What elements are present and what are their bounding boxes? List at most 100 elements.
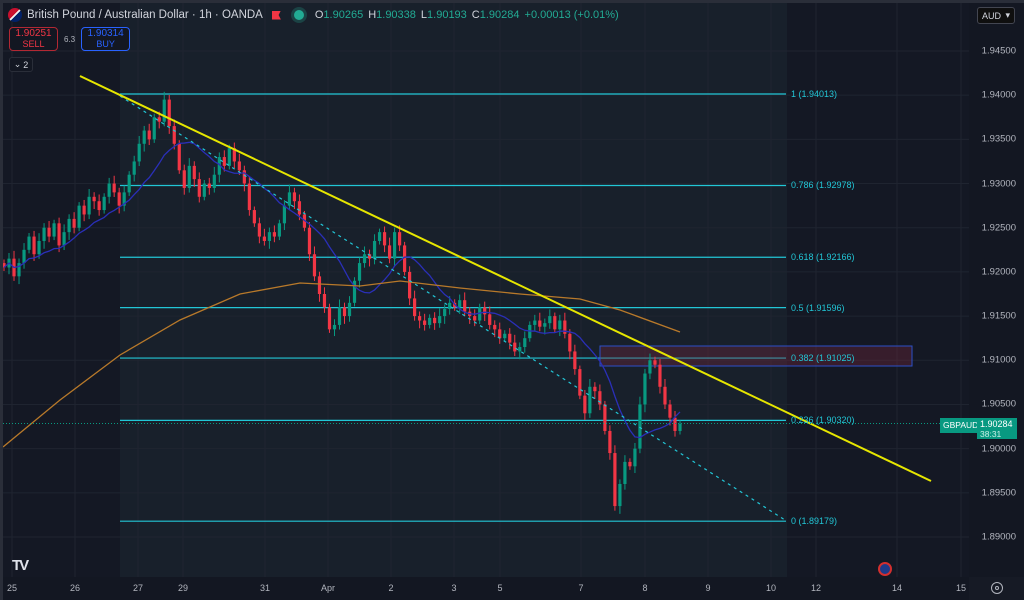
candle: [127, 174, 131, 193]
settings-gear-icon[interactable]: [991, 582, 1003, 594]
candle: [227, 148, 231, 166]
candle: [347, 302, 352, 317]
currency-select[interactable]: AUD ▾: [977, 7, 1015, 24]
australia-event-icon[interactable]: [878, 562, 892, 576]
candle: [37, 240, 41, 255]
candle: [292, 192, 297, 202]
candle: [222, 157, 226, 166]
candle: [648, 360, 652, 374]
candle: [643, 373, 647, 405]
candle: [668, 404, 672, 418]
fib-level-label: 0.382 (1.91025): [791, 353, 855, 364]
time-tick: 14: [891, 583, 903, 593]
change-value: +0.00013 (+0.01%): [524, 9, 619, 21]
price-tick: 1.91500: [981, 310, 1016, 322]
candle: [82, 205, 86, 215]
candle: [588, 386, 592, 414]
candle: [317, 276, 322, 294]
candle: [67, 218, 71, 233]
candle: [207, 183, 211, 188]
time-tick: 12: [810, 583, 822, 593]
price-tick: 1.92500: [981, 222, 1016, 234]
candle: [212, 174, 216, 188]
candle: [493, 324, 497, 330]
candle: [72, 218, 76, 228]
last-price-label: 1.90284 38:31: [977, 418, 1017, 439]
candle: [538, 320, 542, 327]
indicators-toggle-button[interactable]: ⌄ 2: [9, 57, 33, 72]
buy-button[interactable]: 1.90314 BUY: [81, 27, 131, 51]
candle: [152, 117, 156, 140]
time-tick: 15: [955, 583, 967, 593]
candle: [132, 161, 136, 175]
symbol-legend: British Pound / Australian Dollar · 1h ·…: [8, 8, 619, 22]
candle: [307, 227, 312, 255]
candle: [518, 347, 522, 352]
candle: [498, 329, 502, 339]
candle: [548, 316, 552, 324]
candle: [142, 130, 146, 144]
high-label: H: [368, 9, 377, 21]
candle: [337, 307, 342, 325]
candle: [147, 130, 151, 140]
sell-button[interactable]: 1.90251 SELL: [9, 27, 58, 51]
symbol-title[interactable]: British Pound / Australian Dollar · 1h ·…: [27, 9, 263, 21]
candle: [372, 240, 377, 259]
candle: [663, 386, 667, 405]
candle: [52, 223, 56, 237]
candle: [312, 254, 317, 277]
candle: [488, 314, 492, 325]
supply-zone[interactable]: [599, 345, 913, 367]
candle: [483, 307, 487, 315]
spread-value: 6.3: [64, 34, 76, 44]
candle: [608, 430, 612, 454]
candle: [377, 232, 382, 241]
candle: [267, 232, 271, 241]
chart-canvas[interactable]: [3, 3, 969, 577]
candle: [262, 236, 266, 241]
candle: [673, 417, 677, 431]
descending-trendline[interactable]: [79, 75, 932, 482]
buy-price: 1.90314: [87, 28, 124, 39]
last-price: 1.90284: [980, 419, 1013, 429]
candle: [32, 236, 36, 255]
candle: [342, 307, 347, 317]
candle: [232, 148, 236, 162]
candle: [17, 263, 21, 277]
candle: [623, 461, 627, 484]
price-chart[interactable]: [3, 3, 969, 577]
time-tick: 5: [497, 583, 503, 593]
candle: [247, 183, 251, 211]
candle: [533, 320, 537, 325]
candle: [107, 183, 111, 197]
high-value: 1.90338: [376, 9, 416, 21]
candle: [202, 183, 206, 197]
candle: [332, 324, 337, 330]
fib-level-label: 0 (1.89179): [791, 516, 838, 527]
candle: [57, 223, 61, 246]
candle: [362, 254, 367, 264]
price-axis[interactable]: 1.94500 1.94000 1.93500 1.93000 1.92500 1.920…: [969, 3, 1024, 577]
candle: [27, 236, 31, 250]
candle: [122, 192, 126, 206]
candle: [463, 300, 467, 312]
flag-icon[interactable]: [271, 10, 281, 20]
tradingview-logo[interactable]: TV: [12, 557, 29, 574]
candle: [458, 300, 462, 308]
indicator-count: 2: [23, 59, 29, 70]
time-axis[interactable]: 25 26 27 29 31 Apr 2 3 5 7 8 9 10 12 14 15: [3, 577, 969, 600]
candle: [413, 298, 417, 317]
dashed-trendline[interactable]: [119, 95, 786, 521]
time-tick: 8: [642, 583, 648, 593]
candle: [287, 192, 292, 206]
candle: [678, 423, 682, 431]
price-tick: 1.90000: [981, 443, 1016, 455]
price-tick: 1.91000: [981, 354, 1016, 366]
price-tick: 1.92000: [981, 266, 1016, 278]
candle: [322, 294, 327, 308]
price-tick: 1.89000: [981, 531, 1016, 543]
buy-label: BUY: [96, 39, 115, 49]
candle: [87, 196, 91, 215]
candle: [448, 302, 452, 310]
